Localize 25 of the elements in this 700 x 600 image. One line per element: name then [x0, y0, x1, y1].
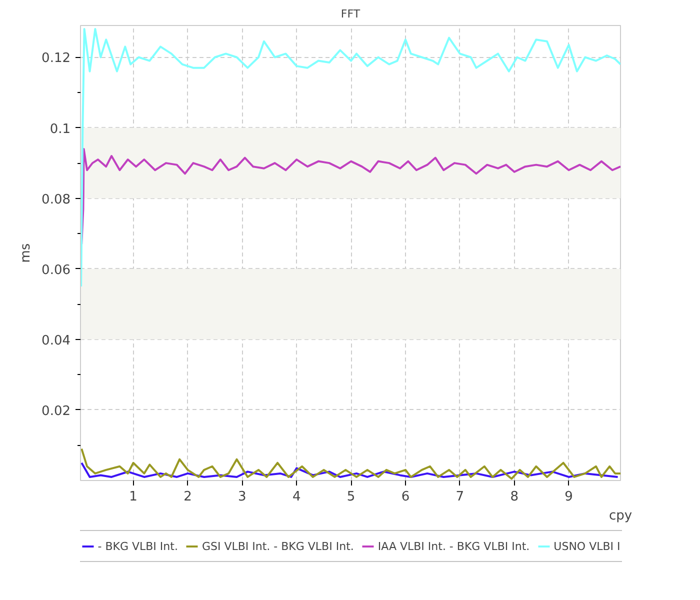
y-tick-label: 0.12 — [42, 51, 71, 66]
y-tick-label: 0.08 — [42, 192, 71, 208]
x-tick-label: 9 — [564, 490, 573, 504]
x-tick-label: 4 — [292, 490, 301, 504]
x-tick-label: 7 — [456, 490, 464, 504]
line-series — [80, 28, 620, 288]
legend-label: GSI VLBI Int. - BKG VLBI Int. — [202, 540, 354, 552]
x-tick-label: 6 — [401, 490, 410, 504]
legend-label: - BKG VLBI Int. — [98, 540, 178, 552]
x-axis-title: cpy — [608, 508, 632, 524]
line-series — [80, 462, 619, 478]
x-tick-label: 3 — [238, 490, 246, 504]
line-series — [80, 448, 620, 480]
y-tick-label: 0.1 — [50, 122, 71, 137]
y-tick-label: 0.04 — [42, 333, 71, 348]
chart-title: FFT — [340, 8, 360, 20]
x-tick-label: 2 — [184, 490, 192, 504]
x-tick-label: 8 — [510, 490, 518, 504]
y-axis-title: ms — [18, 243, 34, 263]
y-tick-label: 0.06 — [42, 262, 71, 278]
y-tick-label: 0.02 — [42, 404, 71, 419]
legend-label: USNO VLBI I — [554, 540, 620, 552]
x-tick-label: 1 — [129, 490, 138, 504]
legend-label: IAA VLBI Int. - BKG VLBI Int. — [378, 540, 530, 552]
x-tick-label: 5 — [346, 490, 356, 504]
